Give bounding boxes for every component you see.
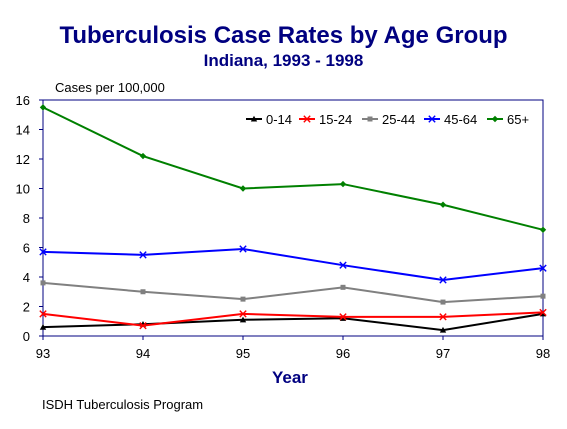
legend-label: 0-14 <box>266 112 292 127</box>
legend-label: 15-24 <box>319 112 352 127</box>
data-point <box>339 315 347 321</box>
data-point <box>39 248 47 256</box>
marker-stroke <box>428 115 436 123</box>
marker-stroke <box>303 115 311 123</box>
data-point <box>139 321 147 330</box>
x-tick-label: 97 <box>436 346 450 361</box>
data-point <box>39 323 47 330</box>
marker-stroke <box>539 264 547 272</box>
source-note: ISDH Tuberculosis Program <box>42 397 204 412</box>
legend-marker <box>367 116 373 122</box>
data-point <box>240 296 246 302</box>
marker-stroke <box>39 310 47 318</box>
data-point <box>239 316 247 323</box>
series-65plus <box>39 104 547 233</box>
marker-stroke <box>239 310 247 318</box>
data-point <box>39 104 47 111</box>
data-point <box>339 261 347 269</box>
y-tick-label: 6 <box>23 241 30 256</box>
x-tick-label: 98 <box>536 346 550 361</box>
y-tick-label: 0 <box>23 329 30 344</box>
data-point <box>40 280 46 286</box>
data-point <box>439 326 447 333</box>
x-tick-label: 96 <box>336 346 350 361</box>
y-tick-label: 2 <box>23 300 30 315</box>
data-point <box>539 310 547 317</box>
data-point <box>339 313 347 321</box>
data-point <box>440 299 446 305</box>
marker-stroke <box>339 313 347 321</box>
legend-item: 45-64 <box>424 112 477 127</box>
series-line <box>42 281 544 304</box>
x-axis-label: Year <box>272 368 308 387</box>
legend-item: 25-44 <box>362 112 415 127</box>
legend-item: 0-14 <box>246 112 292 127</box>
series-line <box>42 311 544 327</box>
marker-stroke <box>439 313 447 321</box>
marker-stroke <box>339 261 347 269</box>
legend-marker <box>303 115 311 123</box>
y-axis-label: Cases per 100,000 <box>55 80 165 95</box>
x-tick-label: 94 <box>136 346 150 361</box>
legend-label: 45-64 <box>444 112 477 127</box>
legend-marker <box>428 115 436 123</box>
marker-stroke <box>239 245 247 253</box>
data-point <box>540 293 546 299</box>
data-point <box>239 185 247 192</box>
series-line <box>42 106 544 231</box>
marker-stroke <box>39 248 47 256</box>
marker-stroke <box>139 321 147 330</box>
legend-label: 65+ <box>507 112 529 127</box>
series-45-64 <box>39 245 547 284</box>
data-point <box>340 284 346 290</box>
series-15-24 <box>39 308 547 330</box>
data-point <box>439 313 447 321</box>
x-tick-label: 93 <box>36 346 50 361</box>
chart-title: Tuberculosis Case Rates by Age Group <box>59 22 508 49</box>
marker-stroke <box>139 251 147 259</box>
data-point <box>539 308 547 317</box>
chart-subtitle: Indiana, 1993 - 1998 <box>203 51 364 70</box>
legend-label: 25-44 <box>382 112 415 127</box>
series-line <box>42 247 544 281</box>
data-point <box>539 226 547 233</box>
legend-item: 15-24 <box>299 112 352 127</box>
data-point <box>439 276 447 284</box>
data-point <box>140 289 146 295</box>
legend-marker <box>250 115 258 122</box>
y-tick-label: 16 <box>16 93 30 108</box>
y-tick-label: 8 <box>23 211 30 226</box>
legend-marker <box>491 115 499 123</box>
data-point <box>239 245 247 253</box>
data-point <box>239 310 247 318</box>
data-point <box>139 251 147 259</box>
data-point <box>439 201 447 208</box>
y-tick-label: 12 <box>16 152 30 167</box>
data-point <box>539 264 547 272</box>
x-tick-label: 95 <box>236 346 250 361</box>
y-tick-label: 14 <box>16 123 30 138</box>
series-25-44 <box>40 280 546 305</box>
legend-item: 65+ <box>487 112 529 127</box>
marker-stroke <box>439 276 447 284</box>
data-point <box>39 310 47 318</box>
data-point <box>139 152 147 160</box>
data-point <box>339 180 347 188</box>
marker-stroke <box>539 308 547 317</box>
y-tick-label: 10 <box>16 182 30 197</box>
y-tick-label: 4 <box>23 270 30 285</box>
